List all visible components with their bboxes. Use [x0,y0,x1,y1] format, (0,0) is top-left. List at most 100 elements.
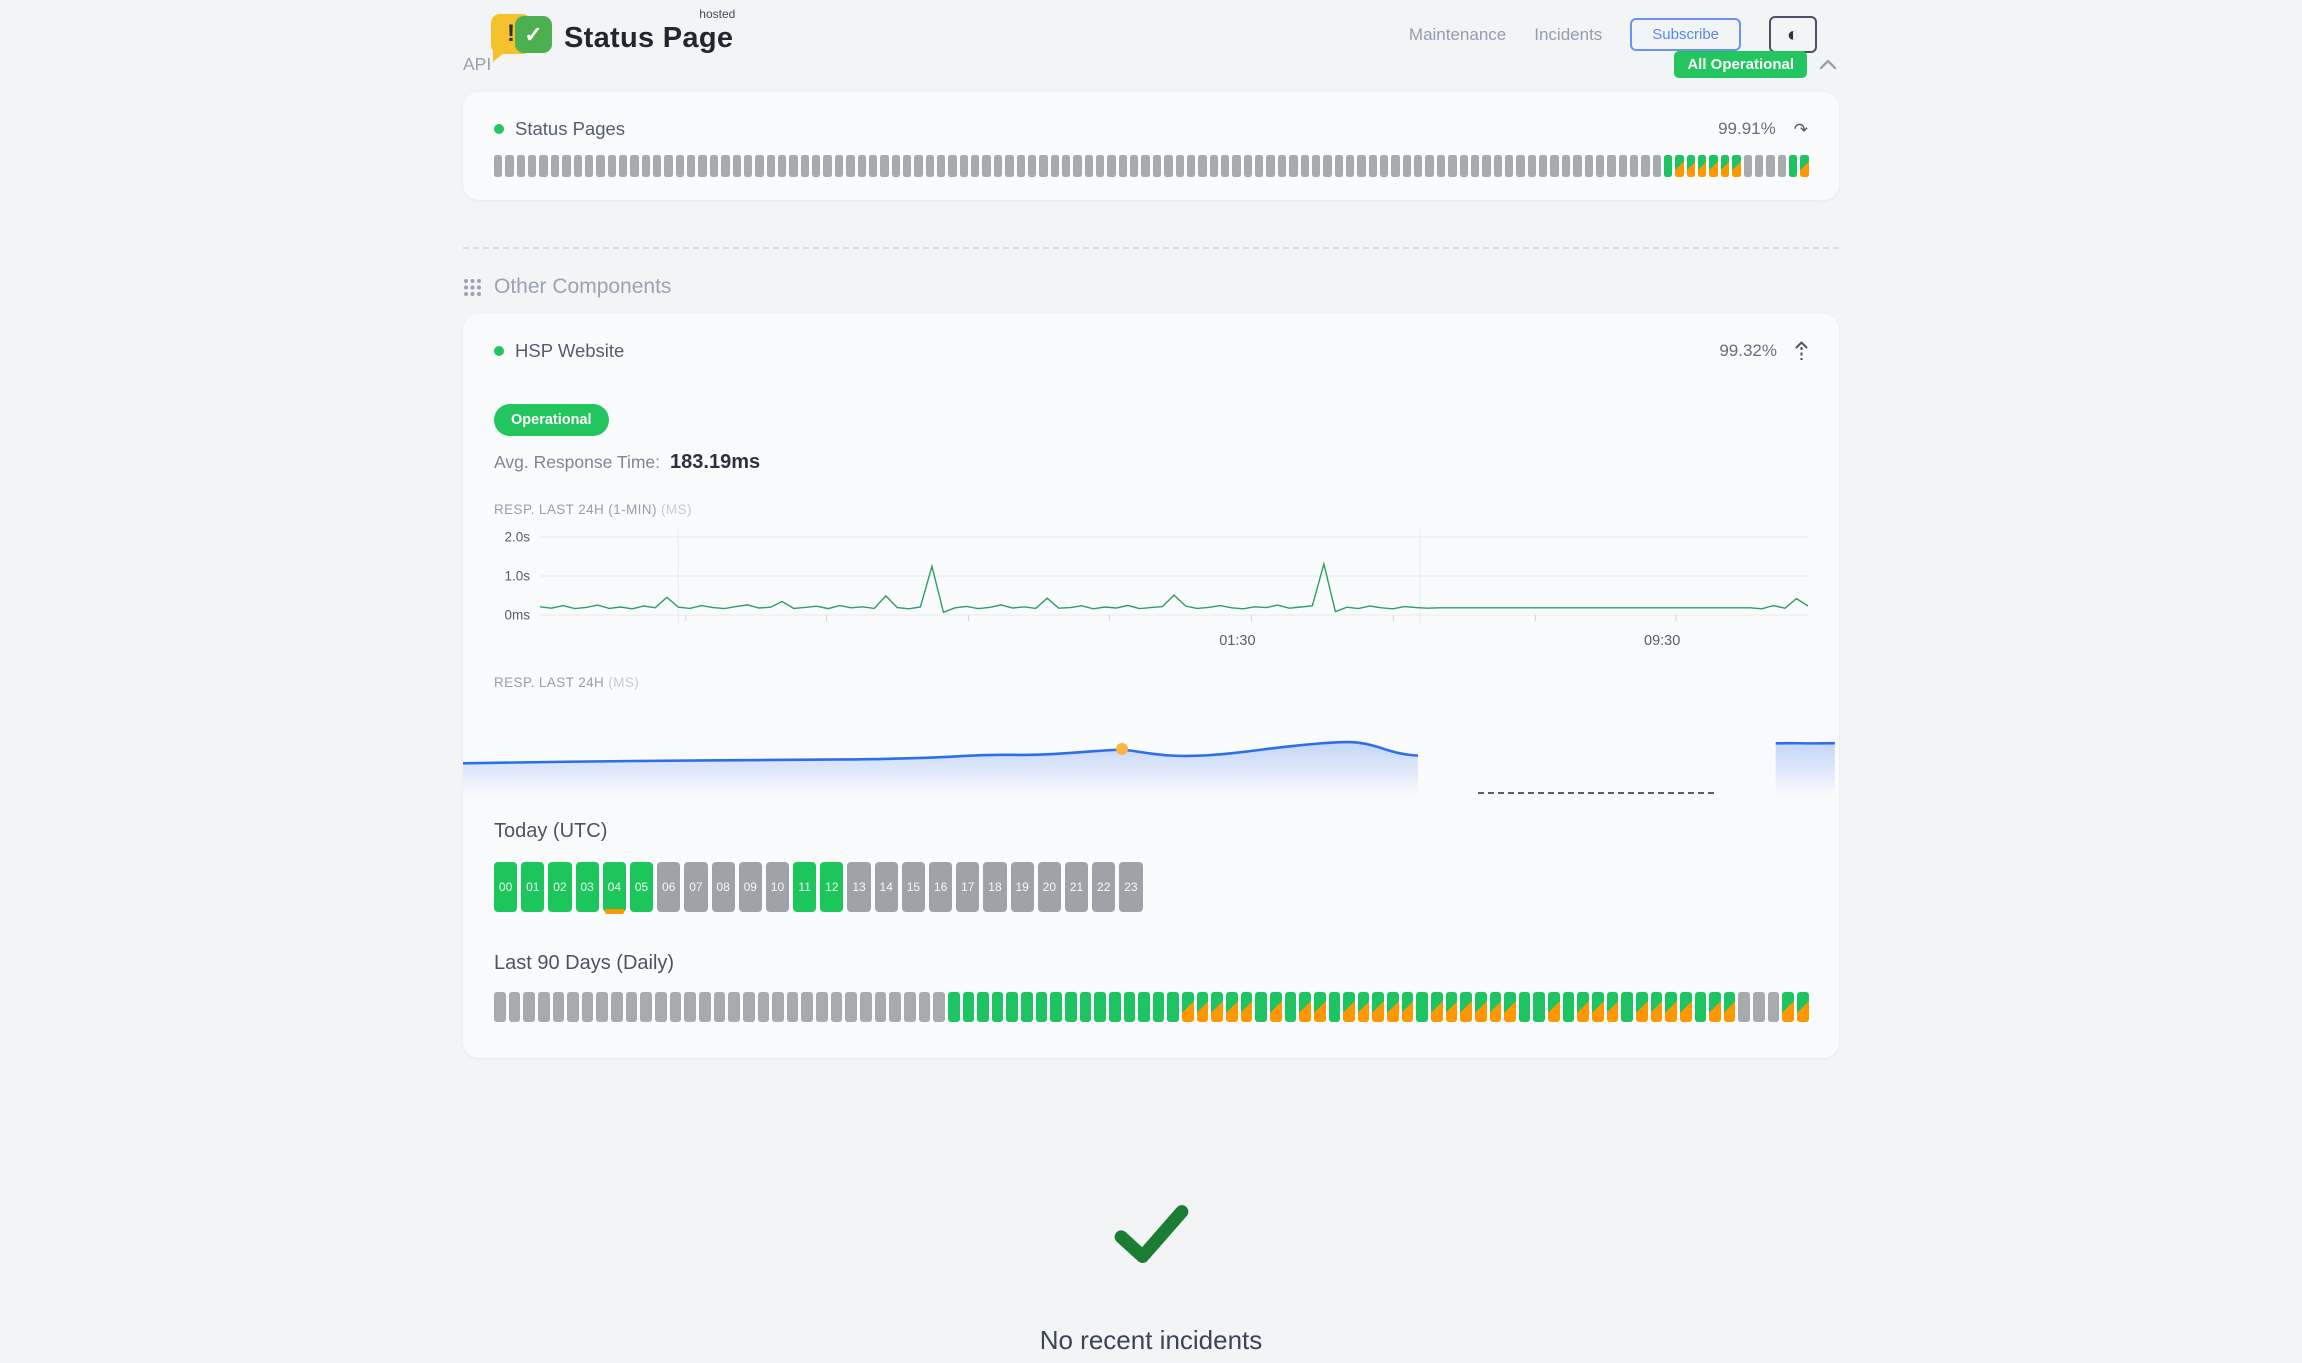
uptime-bar-nodata[interactable] [675,155,685,177]
uptime-bar-nodata[interactable] [1050,155,1059,177]
uptime-bar-nodata[interactable] [925,155,935,177]
uptime-bar-up[interactable] [1518,992,1531,1022]
uptime-bar-nodata[interactable] [772,992,784,1022]
hour-block-14[interactable]: 14 [874,862,898,912]
uptime-bar-nodata[interactable] [596,155,605,177]
uptime-bar-partial[interactable] [1474,992,1487,1022]
uptime-bar-partial[interactable] [1800,155,1809,177]
uptime-bar-partial[interactable] [1372,992,1385,1022]
hour-block-15[interactable]: 15 [901,862,925,912]
uptime-bar-nodata[interactable] [687,155,696,177]
uptime-bar-up[interactable] [1094,992,1106,1022]
uptime-bar-nodata[interactable] [1118,155,1128,177]
data-point-marker[interactable] [1116,743,1129,756]
uptime-bar-nodata[interactable] [630,155,639,177]
hour-block-19[interactable]: 19 [1010,862,1034,912]
uptime-bar-nodata[interactable] [1652,155,1662,177]
uptime-bar-nodata[interactable] [1777,155,1786,177]
uptime-bar-nodata[interactable] [1186,155,1196,177]
hour-block-04[interactable]: 04 [602,862,626,914]
uptime-bar-up[interactable] [1416,992,1428,1022]
uptime-bar-nodata[interactable] [1738,992,1751,1022]
uptime-bar-partial[interactable] [1548,992,1560,1022]
uptime-bar-nodata[interactable] [1618,155,1627,177]
uptime-bar-up[interactable] [1562,992,1575,1022]
uptime-bar-nodata[interactable] [1277,155,1287,177]
uptime-bar-nodata[interactable] [611,992,623,1022]
uptime-bar-nodata[interactable] [508,992,521,1022]
uptime-bar-nodata[interactable] [786,992,799,1022]
uptime-bar-nodata[interactable] [721,155,730,177]
uptime-bar-nodata[interactable] [1573,155,1582,177]
refresh-icon[interactable]: ↷ [1793,119,1808,139]
uptime-bar-nodata[interactable] [1459,155,1468,177]
uptime-bar-nodata[interactable] [505,155,514,177]
hour-block-07[interactable]: 07 [684,862,708,912]
chevron-up-icon[interactable] [1819,59,1837,70]
uptime-bar-nodata[interactable] [1482,155,1491,177]
hour-block-20[interactable]: 20 [1037,862,1061,912]
collapse-arrow-up-icon[interactable] [1795,341,1808,361]
uptime-bar-up[interactable] [1664,155,1673,177]
uptime-bar-up[interactable] [947,992,960,1022]
uptime-bar-nodata[interactable] [1096,155,1105,177]
uptime-bar-partial[interactable] [1797,992,1809,1022]
uptime-bar-nodata[interactable] [1027,155,1037,177]
uptime-bar-nodata[interactable] [550,155,560,177]
hour-block-18[interactable]: 18 [983,862,1007,912]
uptime-bar-nodata[interactable] [1255,155,1264,177]
uptime-bar-nodata[interactable] [830,992,843,1022]
uptime-bar-nodata[interactable] [728,992,740,1022]
uptime-bar-nodata[interactable] [1743,155,1752,177]
uptime-bar-nodata[interactable] [743,155,753,177]
uptime-bar-nodata[interactable] [1289,155,1298,177]
hour-block-23[interactable]: 23 [1119,862,1143,912]
uptime-bar-nodata[interactable] [698,155,707,177]
uptime-bar-nodata[interactable] [494,155,503,177]
uptime-bar-nodata[interactable] [766,155,775,177]
response-area-chart[interactable] [463,704,1839,796]
uptime-bar-nodata[interactable] [1221,155,1230,177]
uptime-bar-up[interactable] [1123,992,1136,1022]
uptime-bar-partial[interactable] [1723,992,1736,1022]
uptime-bar-nodata[interactable] [993,155,1003,177]
uptime-bar-nodata[interactable] [1753,992,1765,1022]
uptime-bar-nodata[interactable] [698,992,711,1022]
uptime-bar-up[interactable] [1694,992,1707,1022]
hour-block-13[interactable]: 13 [847,862,871,912]
uptime-bar-nodata[interactable] [1266,155,1275,177]
uptime-bar-partial[interactable] [1709,155,1718,177]
uptime-bar-up[interactable] [1284,992,1297,1022]
uptime-bar-up[interactable] [1021,992,1033,1022]
uptime-bar-partial[interactable] [1401,992,1414,1022]
hour-block-16[interactable]: 16 [929,862,953,912]
hour-block-01[interactable]: 01 [521,862,545,912]
uptime-bar-nodata[interactable] [625,992,638,1022]
uptime-bar-partial[interactable] [1445,992,1458,1022]
uptime-bar-partial[interactable] [1343,992,1355,1022]
uptime-bar-nodata[interactable] [516,155,526,177]
uptime-bar-up[interactable] [977,992,989,1022]
uptime-bar-nodata[interactable] [1243,155,1253,177]
uptime-bar-nodata[interactable] [1584,155,1593,177]
subscribe-button[interactable]: Subscribe [1630,18,1741,51]
uptime-bar-nodata[interactable] [971,155,980,177]
uptime-bar-up[interactable] [1788,155,1798,177]
uptime-bar-nodata[interactable] [1084,155,1094,177]
uptime-bar-nodata[interactable] [789,155,798,177]
uptime-bar-nodata[interactable] [669,992,682,1022]
theme-toggle-button[interactable]: ◐ [1769,16,1817,53]
uptime-bar-nodata[interactable] [523,992,535,1022]
uptime-bar-up[interactable] [1064,992,1077,1022]
uptime-bar-nodata[interactable] [567,992,579,1022]
uptime-bar-nodata[interactable] [562,155,571,177]
uptime-bar-nodata[interactable] [1425,155,1434,177]
hour-block-11[interactable]: 11 [793,862,817,912]
uptime-bar-nodata[interactable] [918,992,931,1022]
uptime-bar-nodata[interactable] [1357,155,1366,177]
uptime-bar-nodata[interactable] [581,992,594,1022]
hour-block-10[interactable]: 10 [765,862,790,912]
uptime-bar-nodata[interactable] [742,992,755,1022]
uptime-bar-partial[interactable] [1357,992,1370,1022]
uptime-bar-nodata[interactable] [903,992,916,1022]
